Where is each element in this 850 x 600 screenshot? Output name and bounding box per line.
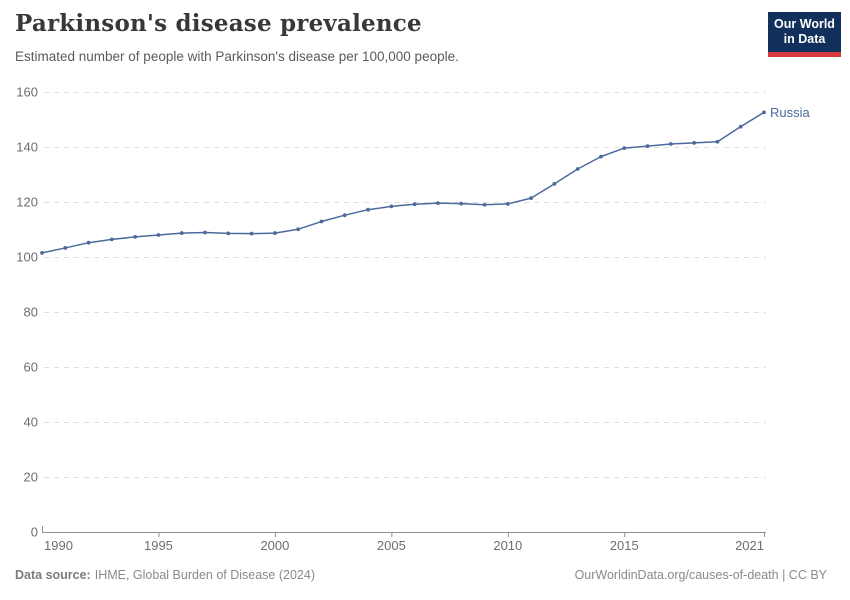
data-point[interactable] (133, 235, 138, 239)
x-tick-label: 1995 (144, 538, 173, 553)
data-point[interactable] (738, 124, 743, 129)
data-source-label: Data source: (15, 568, 91, 582)
data-point[interactable] (319, 219, 324, 224)
attribution-link[interactable]: OurWorldinData.org/causes-of-death | CC … (574, 568, 827, 582)
chart-subtitle: Estimated number of people with Parkinso… (15, 49, 459, 64)
data-point[interactable] (86, 240, 91, 245)
x-tick-label: 2010 (493, 538, 522, 553)
data-point[interactable] (156, 233, 161, 237)
data-point[interactable] (715, 139, 720, 144)
owid-logo-line1: Our World (774, 17, 835, 31)
y-tick-label: 80 (24, 305, 38, 320)
y-tick-label: 40 (24, 415, 38, 430)
y-tick-label: 160 (16, 85, 38, 100)
data-point[interactable] (459, 201, 464, 206)
y-tick-label: 60 (24, 360, 38, 375)
data-point[interactable] (505, 202, 510, 206)
data-point[interactable] (622, 146, 627, 151)
owid-logo-line2: in Data (783, 32, 826, 47)
data-point[interactable] (366, 207, 370, 212)
data-point[interactable] (482, 202, 487, 207)
chart-footer: Data source: IHME, Global Burden of Disea… (15, 568, 827, 582)
data-point[interactable] (273, 231, 277, 235)
data-point[interactable] (692, 140, 697, 145)
series-line-russia[interactable] (41, 111, 765, 254)
data-point[interactable] (645, 144, 650, 149)
data-point[interactable] (412, 202, 417, 207)
data-point[interactable] (203, 230, 207, 235)
data-point[interactable] (599, 154, 603, 159)
data-point[interactable] (63, 246, 68, 250)
y-tick-label: 100 (16, 250, 38, 265)
data-point[interactable] (575, 167, 580, 171)
data-point[interactable] (552, 181, 557, 186)
data-point[interactable] (40, 250, 44, 255)
y-tick-label: 120 (16, 195, 38, 210)
x-tick-label: 2000 (260, 538, 289, 553)
x-tick-label: 1990 (44, 538, 73, 553)
entity-label[interactable]: Russia (770, 105, 811, 120)
data-point[interactable] (179, 231, 184, 235)
owid-logo: Our World in Data (768, 12, 841, 57)
y-tick-label: 0 (31, 525, 38, 540)
data-point[interactable] (436, 201, 440, 206)
data-point[interactable] (668, 142, 673, 146)
x-tick-label: 2005 (377, 538, 406, 553)
y-tick-label: 20 (24, 470, 38, 485)
data-point[interactable] (342, 213, 347, 218)
data-point[interactable] (249, 231, 254, 236)
page-title: Parkinson's disease prevalence (15, 10, 422, 37)
data-point[interactable] (226, 231, 231, 236)
x-tick-label: 2015 (610, 538, 639, 553)
data-point[interactable] (296, 227, 301, 232)
data-source: Data source: IHME, Global Burden of Disea… (15, 568, 315, 582)
data-point[interactable] (109, 237, 114, 242)
y-tick-label: 140 (16, 140, 38, 155)
data-source-text: IHME, Global Burden of Disease (2024) (94, 568, 315, 582)
data-point[interactable] (762, 110, 766, 115)
data-point[interactable] (529, 196, 533, 201)
data-point[interactable] (389, 204, 394, 209)
x-tick-label: 2021 (735, 538, 764, 553)
